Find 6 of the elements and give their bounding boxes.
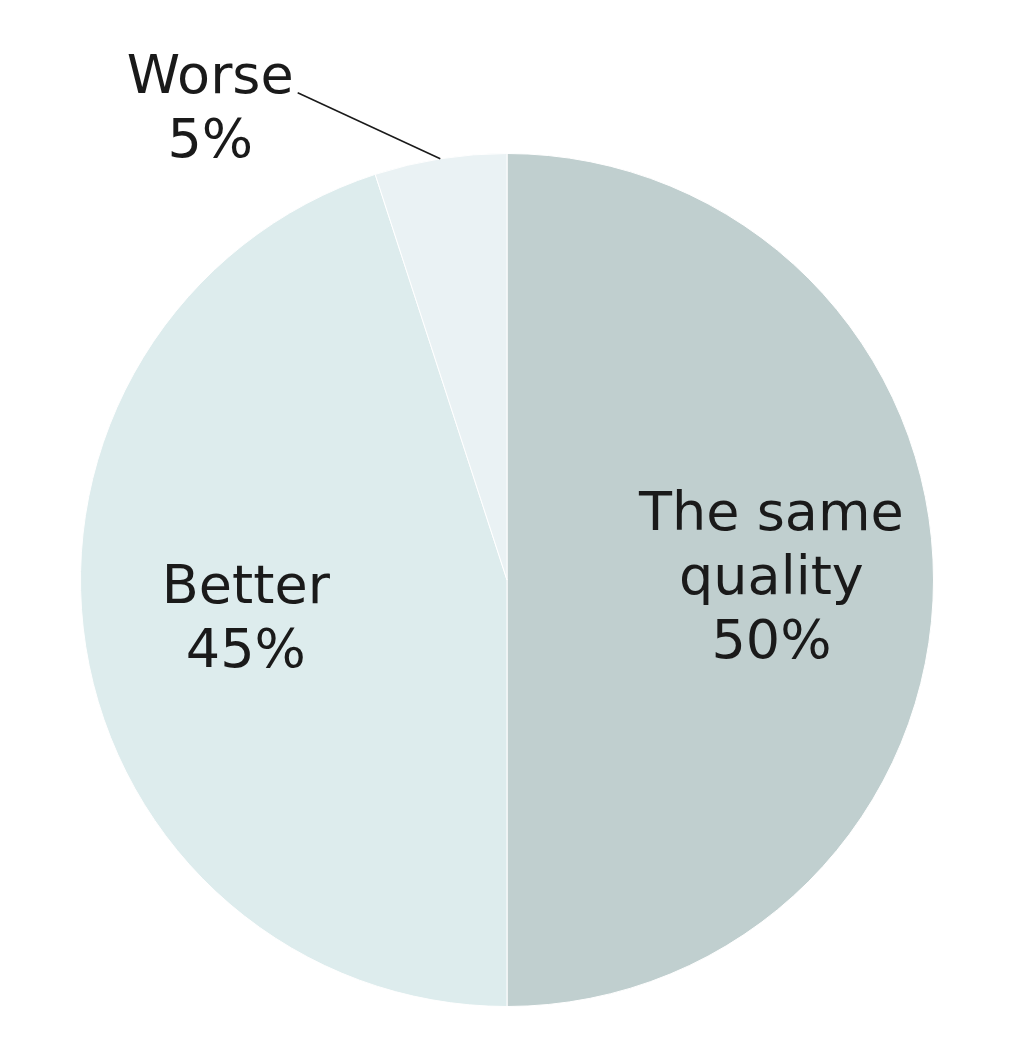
data-label: 50% (711, 608, 832, 672)
slice-label: Better (161, 553, 331, 617)
data-label: 45% (185, 617, 306, 681)
slice-label: The same quality (638, 480, 904, 608)
data-label: 5% (167, 106, 254, 170)
slice-label: Worse (126, 42, 294, 106)
